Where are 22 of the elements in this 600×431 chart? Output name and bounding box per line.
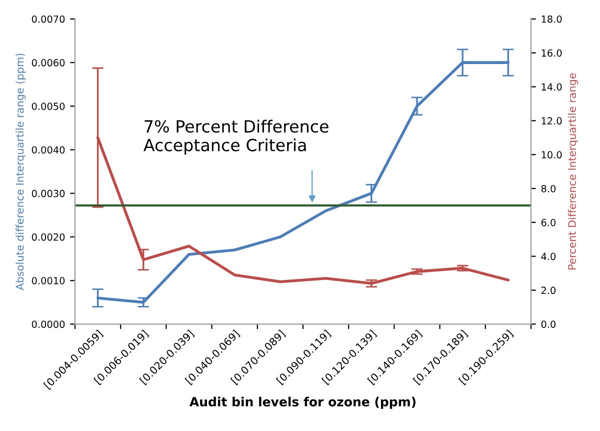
y-axis-title: Absolute difference Interquartile range (ppm): [16, 54, 26, 290]
y-tick-label: 0.0050: [32, 102, 65, 110]
y-tick-label: 0.0040: [32, 146, 65, 154]
y-tick-label: 0.0010: [32, 276, 65, 284]
y-tick-label: 0.0060: [32, 59, 65, 66]
ref-line-label: 7% Percent Difference Acceptance Criteria: [144, 120, 328, 155]
y2-tick-label: 18.0: [542, 15, 562, 23]
y2-axis-title: Percent Difference Interquartile range: [568, 73, 578, 270]
y2-tick-label: 2.0: [541, 286, 556, 294]
y2-tick-label: 6.0: [541, 218, 556, 226]
y2-tick-label: 14.0: [542, 83, 562, 91]
y-tick-label: 0.0020: [32, 233, 65, 241]
y2-tick-label: 16.0: [542, 49, 562, 57]
y-tick-label: 0.0030: [32, 190, 65, 198]
y2-tick-label: 12.0: [542, 117, 562, 125]
y2-tick-label: 10.0: [542, 151, 562, 158]
y2-tick-label: 8.0: [541, 184, 556, 192]
y-tick-label: 0.0000: [32, 320, 65, 328]
x-axis-title: Audit bin levels for ozone (ppm): [189, 396, 416, 409]
y2-tick-label: 0.0: [541, 320, 556, 328]
y2-tick-label: 4.0: [541, 252, 556, 260]
y-tick-label: 0.0070: [32, 15, 65, 23]
